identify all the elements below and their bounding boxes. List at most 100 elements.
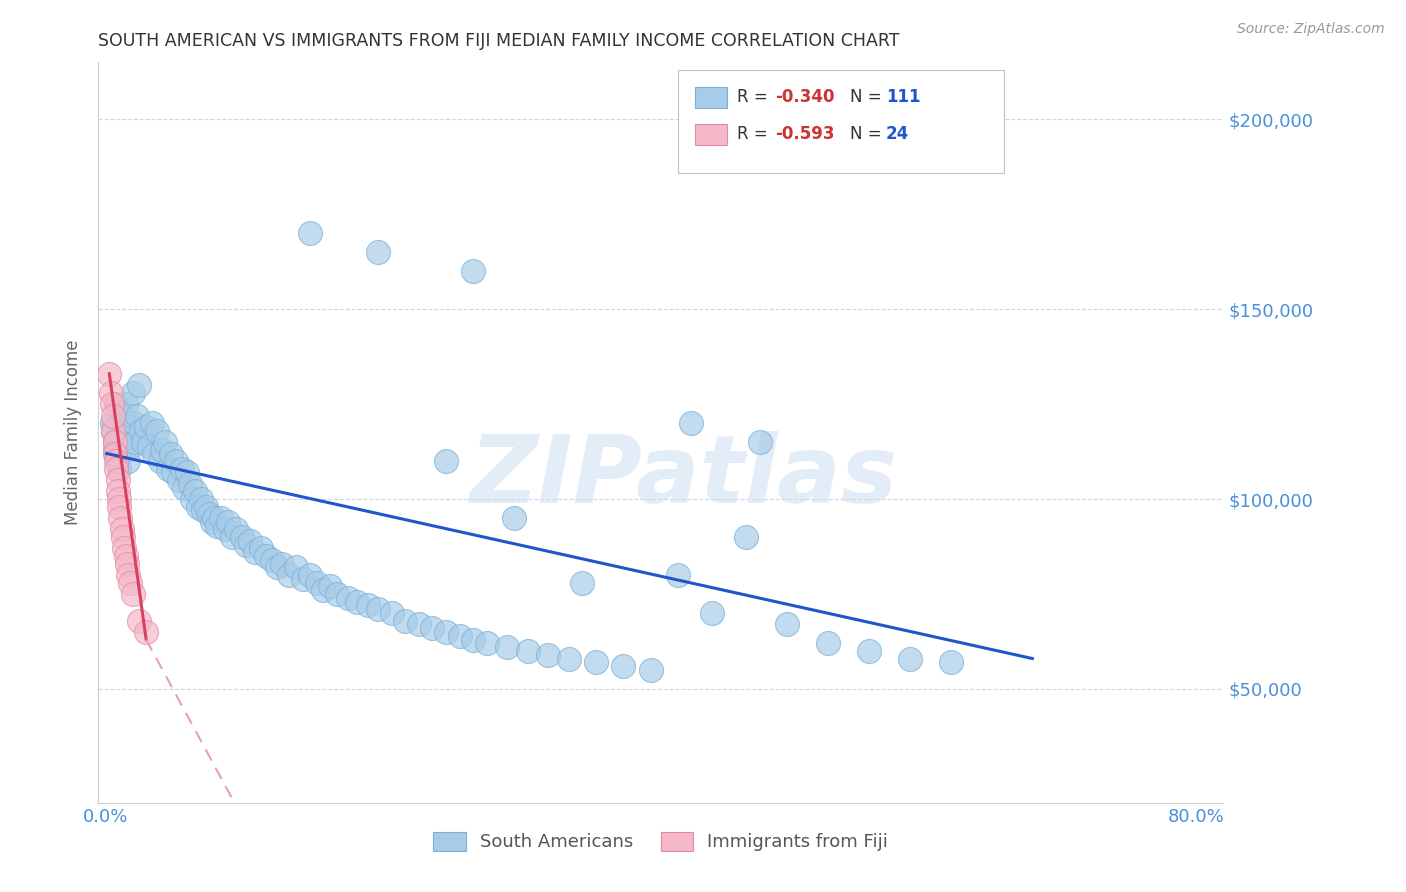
Point bbox=[346, 594, 368, 608]
Point bbox=[101, 416, 124, 430]
Point bbox=[898, 651, 921, 665]
Point bbox=[170, 461, 193, 475]
Text: -0.593: -0.593 bbox=[776, 125, 835, 144]
Point bbox=[132, 435, 155, 450]
Point bbox=[125, 409, 148, 423]
Point bbox=[103, 424, 125, 438]
Point bbox=[748, 435, 770, 450]
Point bbox=[817, 636, 839, 650]
Point bbox=[217, 515, 239, 529]
Point bbox=[114, 397, 136, 411]
Point bbox=[463, 632, 485, 647]
Point bbox=[104, 435, 127, 450]
Point bbox=[326, 587, 349, 601]
Y-axis label: Median Family Income: Median Family Income bbox=[65, 340, 83, 525]
Point bbox=[129, 424, 152, 438]
Point bbox=[190, 491, 212, 506]
Point bbox=[367, 245, 389, 260]
Point bbox=[105, 454, 128, 468]
Point bbox=[117, 568, 139, 582]
Point bbox=[612, 659, 634, 673]
Text: ZIPatlas: ZIPatlas bbox=[470, 431, 897, 523]
Point bbox=[108, 461, 131, 475]
Point bbox=[156, 461, 179, 475]
Point bbox=[260, 553, 283, 567]
Point bbox=[108, 500, 131, 514]
Point bbox=[205, 518, 228, 533]
Point bbox=[104, 442, 127, 457]
Point bbox=[105, 397, 128, 411]
Point bbox=[115, 431, 138, 445]
Point bbox=[225, 523, 247, 537]
Point bbox=[266, 560, 288, 574]
Point bbox=[110, 511, 132, 525]
Point bbox=[149, 454, 172, 468]
Point bbox=[434, 624, 457, 639]
Point bbox=[198, 508, 221, 522]
Point bbox=[422, 621, 444, 635]
Point bbox=[475, 636, 498, 650]
Point bbox=[221, 530, 243, 544]
Point bbox=[367, 602, 389, 616]
Point bbox=[105, 446, 128, 460]
Point bbox=[291, 572, 314, 586]
Point bbox=[108, 491, 131, 506]
Point bbox=[394, 614, 416, 628]
Point bbox=[858, 644, 880, 658]
Point bbox=[114, 549, 136, 563]
Point bbox=[239, 533, 262, 548]
Point bbox=[496, 640, 519, 654]
Text: Source: ZipAtlas.com: Source: ZipAtlas.com bbox=[1237, 22, 1385, 37]
Point bbox=[516, 644, 538, 658]
Point bbox=[167, 473, 190, 487]
Point bbox=[111, 424, 134, 438]
Point bbox=[298, 227, 321, 241]
Point bbox=[214, 523, 236, 537]
Point bbox=[128, 614, 150, 628]
Point bbox=[107, 484, 129, 499]
Point bbox=[159, 446, 181, 460]
Point bbox=[939, 656, 962, 670]
Point bbox=[181, 491, 204, 506]
Point bbox=[112, 442, 135, 457]
Point bbox=[735, 530, 758, 544]
Point bbox=[155, 435, 177, 450]
Point bbox=[195, 500, 218, 514]
Point bbox=[146, 424, 169, 438]
Legend: South Americans, Immigrants from Fiji: South Americans, Immigrants from Fiji bbox=[425, 823, 897, 861]
Text: 111: 111 bbox=[886, 88, 921, 106]
Text: 24: 24 bbox=[886, 125, 910, 144]
Point bbox=[298, 568, 321, 582]
Point bbox=[558, 651, 581, 665]
FancyBboxPatch shape bbox=[678, 70, 1004, 173]
Point bbox=[176, 466, 198, 480]
Point bbox=[408, 617, 430, 632]
Point bbox=[100, 385, 122, 400]
Point bbox=[121, 385, 143, 400]
Point bbox=[285, 560, 308, 574]
Point bbox=[202, 511, 225, 525]
Point bbox=[112, 541, 135, 556]
Point bbox=[184, 484, 207, 499]
Point bbox=[143, 446, 166, 460]
Point bbox=[179, 476, 201, 491]
Point bbox=[107, 454, 129, 468]
Point bbox=[235, 538, 257, 552]
Point bbox=[640, 663, 662, 677]
Point bbox=[135, 624, 157, 639]
Point bbox=[120, 439, 142, 453]
Point bbox=[110, 435, 132, 450]
Point bbox=[305, 575, 328, 590]
Point bbox=[271, 557, 294, 571]
Point bbox=[108, 427, 131, 442]
Point bbox=[107, 473, 129, 487]
Point bbox=[117, 454, 139, 468]
Point bbox=[312, 583, 335, 598]
Point bbox=[110, 446, 132, 460]
Text: R =: R = bbox=[737, 88, 773, 106]
Point bbox=[571, 575, 593, 590]
Point bbox=[104, 446, 127, 460]
Point bbox=[336, 591, 359, 605]
Point bbox=[111, 530, 134, 544]
FancyBboxPatch shape bbox=[695, 123, 727, 145]
